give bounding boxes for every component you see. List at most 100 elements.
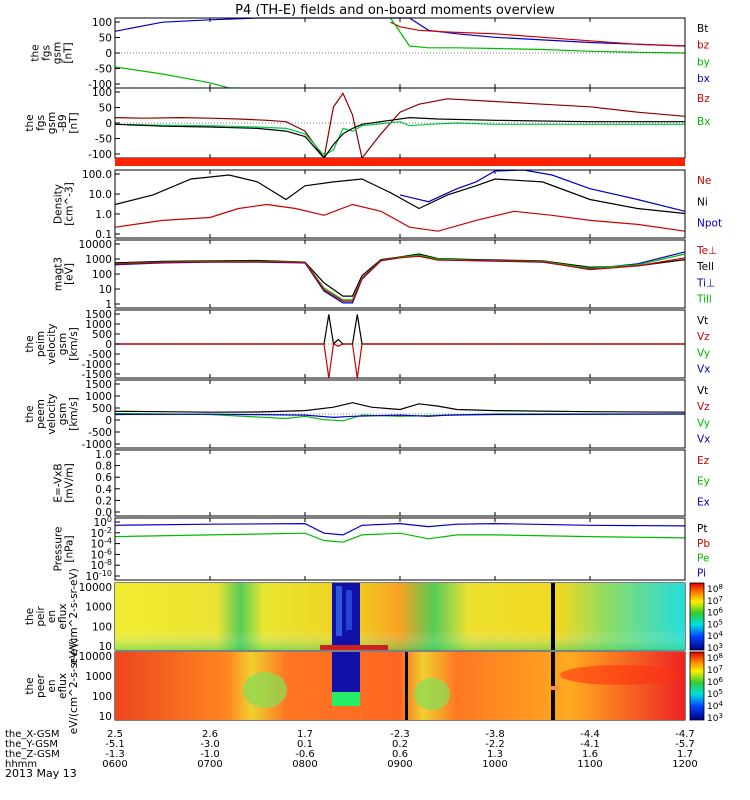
- panel-stack: 100500-50-100thefgsgsm[nT]Btbzbybx100500…: [24, 17, 722, 734]
- series-by-line: [390, 17, 686, 54]
- colorbar-tick-label: 105: [707, 688, 723, 700]
- y-tick-label: 1000: [85, 602, 112, 614]
- colorbar-tick-label: 108: [707, 583, 723, 595]
- legend-entry: Pi: [697, 567, 706, 579]
- orbit-value: -4.1: [580, 739, 600, 750]
- orbit-value: 1000: [482, 759, 507, 770]
- y-axis-label: thepeerenefluxeV/(cm^2-s-sr-eV): [24, 638, 80, 734]
- orbit-value: 1100: [577, 759, 602, 770]
- y-tick-label: 0.8: [95, 461, 112, 473]
- y-tick-label: 0: [105, 48, 112, 60]
- legend-entry: Tell: [696, 261, 714, 273]
- peir-colorbar: [689, 582, 705, 651]
- y-tick-label: 10: [99, 711, 112, 723]
- y-tick-label: 1000: [85, 671, 112, 683]
- y-tick-label: 0: [105, 415, 112, 427]
- orbit-value: -1.0: [200, 749, 220, 760]
- legend-entry: Ti⊥: [696, 277, 715, 289]
- y-tick-label: 1500: [85, 309, 112, 321]
- orbit-row-label: the_X-GSM: [5, 729, 59, 740]
- series-Bt-line: [114, 116, 685, 159]
- orbit-row-label: the_Y-GSM: [5, 739, 58, 750]
- y-tick-label: 1000: [85, 319, 112, 331]
- legend-entry: Pb: [697, 538, 710, 550]
- legend-entry: Vx: [697, 434, 710, 446]
- legend-entry: Ey: [697, 476, 710, 488]
- y-tick-label: 10000: [79, 651, 112, 663]
- orbit-value: -3.0: [200, 739, 220, 750]
- orbit-table: the_X-GSMthe_Y-GSMthe_Z-GSMhhmm2.5-5.1-1…: [5, 729, 698, 770]
- legend-entry: Vx: [697, 364, 710, 376]
- orbit-row-label: the_Z-GSM: [5, 749, 60, 760]
- y-tick-label: 100: [92, 17, 112, 29]
- panel-8: 10010-210-410-610-810-10Pressure[nPa]PtP…: [53, 515, 711, 583]
- orbit-value: -0.6: [295, 749, 315, 760]
- y-tick-label: -1000: [81, 359, 112, 371]
- y-axis-label: thepeimvelocitygsm[km/s]: [24, 323, 80, 364]
- colorbar-tick-label: 103: [707, 712, 723, 724]
- colorbar-tick-label: 106: [707, 676, 723, 688]
- series-Pe-line: [114, 532, 686, 543]
- peer-colorbar: [689, 651, 705, 721]
- orbit-value: 0800: [292, 759, 317, 770]
- colorbar-tick-label: 107: [707, 595, 723, 607]
- panel-5: 150010005000-500-1000-1500thepeimvelocit…: [24, 309, 710, 381]
- legend-entry: Ni: [697, 196, 708, 208]
- orbit-value: -5.1: [105, 739, 125, 750]
- series-Vx-line: [114, 413, 686, 419]
- y-tick-label: 100: [92, 87, 112, 99]
- legend-entry: Ne: [697, 175, 711, 187]
- y-tick-label: 100: [92, 269, 112, 281]
- legend-entry: Vz: [697, 331, 710, 343]
- orbit-value: 1.3: [487, 749, 503, 760]
- series-Vz-line: [115, 343, 685, 379]
- y-axis-label: Density[cm^-3]: [53, 182, 76, 225]
- legend-entry: Till: [696, 294, 712, 306]
- orbit-value: -4.4: [580, 729, 600, 740]
- y-tick-label: 100: [92, 621, 112, 633]
- legend-entry: Vt: [697, 385, 708, 397]
- panel-2: 100 50 0 -50 -100 thefgsgsm-B9[nT] Bz Bx: [24, 87, 710, 161]
- orbit-value: -1.3: [105, 749, 125, 760]
- panel-7: 1.00.80.60.40.20.0 E=-VxB[mV/m] Ez Ey Ex: [53, 449, 710, 519]
- y-tick-label: 0.0: [95, 507, 112, 519]
- separator-bar: [115, 158, 685, 166]
- y-tick-label: 10: [99, 284, 112, 296]
- orbit-value: 0.1: [297, 739, 313, 750]
- series-Ni-line: [114, 174, 686, 215]
- legend-entry: Bz: [697, 93, 710, 105]
- y-tick-label: 10.0: [89, 189, 112, 201]
- orbit-value: 2.6: [202, 729, 218, 740]
- y-tick-label: -100: [88, 149, 112, 161]
- y-tick-label: 10000: [79, 582, 112, 594]
- orbit-value: 1.7: [677, 749, 693, 760]
- y-tick-label: 0.1: [95, 229, 112, 241]
- panel-6: 150010005000-500-1000thepeemvelocitygsm[…: [24, 379, 710, 451]
- figure-title: P4 (TH-E) fields and on-board moments ov…: [235, 3, 555, 18]
- legend-entry: Vy: [697, 417, 710, 429]
- orbit-value: -5.7: [675, 739, 695, 750]
- y-tick-label: 1.0: [95, 209, 112, 221]
- y-axis-label: thefgsgsm[nT]: [30, 42, 75, 64]
- colorbar-tick-label: 107: [707, 664, 723, 676]
- orbit-row-label: hhmm: [5, 759, 37, 770]
- series-Vt-line: [114, 402, 686, 413]
- panel-4: 10000 1000 100 10 1 magt3[eV] Te⊥ Tell Ti⊥ Till: [53, 239, 718, 311]
- y-axis-label: thepeirenefluxeV/(cm^2-s-sr-eV): [24, 568, 80, 664]
- y-tick-label: 10000: [79, 239, 112, 251]
- y-tick-label: 1500: [85, 379, 112, 391]
- colorbar-tick-label: 104: [707, 700, 723, 712]
- orbit-value: -2.2: [485, 739, 505, 750]
- colorbar-tick-label: 106: [707, 607, 723, 619]
- orbit-value: -3.8: [485, 729, 505, 740]
- orbit-value: 1.6: [582, 749, 598, 760]
- y-tick-label: -500: [88, 349, 112, 361]
- legend-entry: Bx: [697, 116, 710, 128]
- y-tick-label: 0.4: [95, 484, 112, 496]
- y-tick-label: 0: [105, 118, 112, 130]
- orbit-value: 0.6: [392, 749, 408, 760]
- y-tick-label: 10-10: [86, 569, 112, 583]
- series-Pi-line: [114, 522, 686, 536]
